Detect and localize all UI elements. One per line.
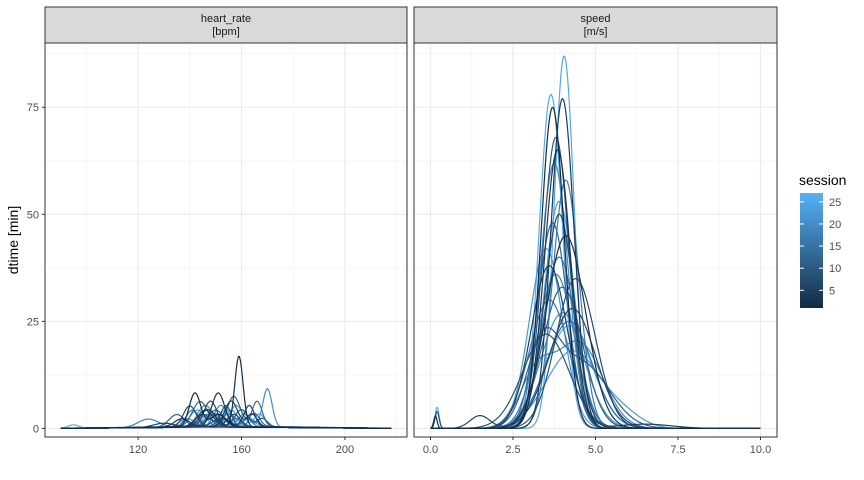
density-lines-heart-rate [60,356,392,429]
strip-speed [413,6,778,44]
legend-tick-label: 25 [829,197,841,209]
y-axis-title: dtime [min] [5,206,21,274]
legend-colorbar [800,193,823,308]
legend: session 5 10 15 20 25 [799,172,846,308]
density-lines-speed [430,55,761,430]
x-tick-label: 2.5 [505,444,520,456]
x-tick-label: 0.0 [423,444,438,456]
legend-ticks: 5 10 15 20 25 [800,197,841,297]
panel-border-heart-rate [44,42,408,438]
x-tick-label: 10.0 [750,444,771,456]
x-tick-label: 7.5 [670,444,685,456]
panel-speed: speed [m/s] 0.0 2.5 5.0 7.5 10.0 [413,6,778,456]
y-tick-label: 25 [27,316,39,328]
x-axis-heart-rate: 120 160 200 [129,437,354,456]
y-axis: 0 25 50 75 [27,102,45,435]
legend-tick-label: 15 [829,241,841,253]
strip-label-speed: speed [581,13,611,25]
strip-label-heart-rate: heart_rate [201,13,251,25]
x-tick-label: 200 [336,444,354,456]
strip-heart-rate [44,6,408,44]
x-axis-speed: 0.0 2.5 5.0 7.5 10.0 [423,437,771,456]
x-tick-label: 5.0 [588,444,603,456]
legend-tick-label: 10 [829,263,841,275]
density-line-session-1 [430,106,761,430]
y-tick-label: 50 [27,209,39,221]
grid-speed [414,43,777,437]
x-tick-label: 160 [232,444,250,456]
panel-heart-rate: heart_rate [bpm] 120 160 200 [44,6,408,456]
plot-background-heart-rate [45,43,407,437]
strip-unit-speed: [m/s] [584,26,608,38]
y-tick-label: 0 [33,423,39,435]
density-line-session-1 [60,392,392,429]
legend-title: session [799,172,846,188]
legend-tick-label: 5 [829,285,835,297]
legend-tick-label: 20 [829,219,841,231]
strip-unit-heart-rate: [bpm] [212,26,240,38]
x-tick-label: 120 [129,444,147,456]
y-tick-label: 75 [27,102,39,114]
